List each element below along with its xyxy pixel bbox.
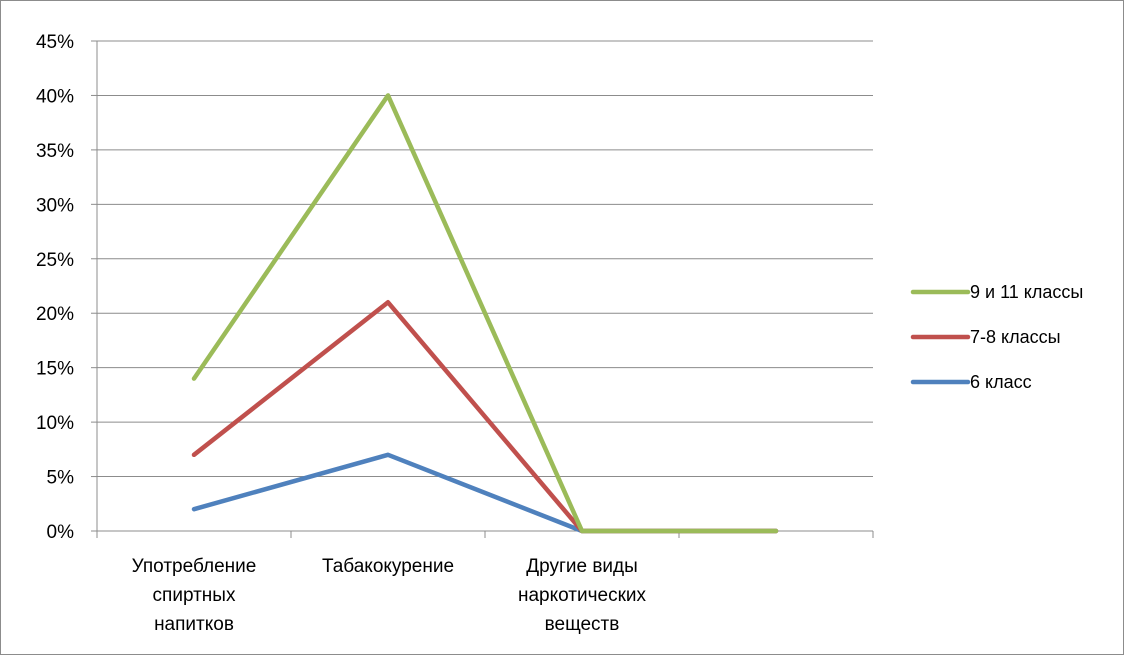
- gridlines: [97, 40, 873, 478]
- series-line: [191, 452, 779, 534]
- y-tick-label: 20%: [36, 304, 74, 325]
- x-tick-label: веществ: [545, 614, 620, 635]
- x-tick-label: Употребление: [132, 556, 257, 577]
- x-axis-tick-labels: Употребление спиртных напитков Табакокурени…: [132, 556, 647, 635]
- x-tick-label: наркотических: [518, 585, 647, 606]
- x-tick-label: Другие виды: [526, 556, 638, 577]
- y-tick-label: 25%: [36, 250, 74, 271]
- y-tick-label: 30%: [36, 195, 74, 216]
- y-tick-label: 15%: [36, 359, 74, 380]
- y-tick-label: 0%: [47, 522, 75, 543]
- series-line: [191, 93, 779, 534]
- x-tick-label: напитков: [154, 614, 234, 635]
- legend-label: 7-8 классы: [970, 327, 1061, 347]
- y-tick-label: 35%: [36, 141, 74, 162]
- series-line: [191, 300, 779, 534]
- legend-label: 6 класс: [970, 372, 1032, 392]
- y-tick-label: 45%: [36, 32, 74, 53]
- series-lines: [191, 93, 779, 534]
- y-tick-label: 40%: [36, 86, 74, 107]
- y-axis-tick-labels: 0% 5% 10% 15% 20% 25% 30% 35% 40% 45%: [36, 32, 74, 543]
- legend: 9 и 11 классы 7-8 классы 6 класс: [910, 282, 1083, 392]
- y-tick-label: 5%: [47, 468, 75, 489]
- axes: [91, 40, 874, 538]
- x-tick-label: Табакокурение: [322, 556, 454, 577]
- x-tick-label: спиртных: [153, 585, 236, 606]
- y-tick-label: 10%: [36, 413, 74, 434]
- legend-label: 9 и 11 классы: [970, 282, 1083, 302]
